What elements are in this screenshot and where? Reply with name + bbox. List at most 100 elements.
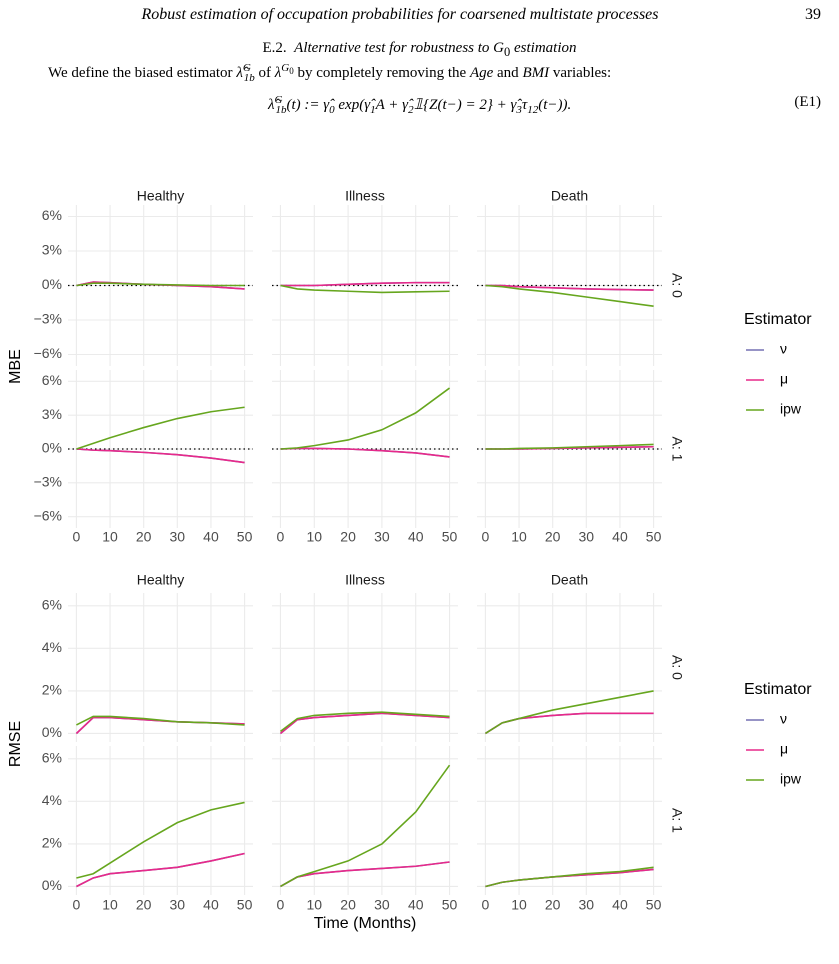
legend-label: μ xyxy=(780,741,788,757)
math: 3 xyxy=(516,104,522,116)
series-line xyxy=(485,284,654,291)
y-tick-label: −3% xyxy=(34,311,62,327)
x-tick-label: 20 xyxy=(545,897,561,913)
math: A + γ̂ xyxy=(375,97,409,113)
x-tick-label: 20 xyxy=(545,529,561,545)
math: 0 xyxy=(329,104,335,116)
series-line xyxy=(279,711,450,732)
x-tick-label: 10 xyxy=(306,529,322,545)
header-title: Robust estimation of occupation probabil… xyxy=(141,6,659,23)
section-title: Alternative test for robustness to xyxy=(294,40,490,56)
text: and xyxy=(497,65,519,81)
section-sub: 0 xyxy=(504,45,511,59)
series-line xyxy=(484,690,654,735)
legend-title: Estimator xyxy=(744,681,812,698)
page-number: 39 xyxy=(805,6,821,23)
x-tick-label: 10 xyxy=(511,529,527,545)
y-tick-label: 0% xyxy=(42,724,62,740)
text: by completely removing the xyxy=(297,65,467,81)
math: 1b xyxy=(243,72,255,84)
legend-label: ipw xyxy=(780,771,802,787)
series-line xyxy=(76,406,245,450)
series-line xyxy=(76,801,245,879)
x-tick-label: 10 xyxy=(511,897,527,913)
legend-label: μ xyxy=(780,371,788,387)
legend-label: ipw xyxy=(780,401,802,417)
y-tick-label: 6% xyxy=(42,207,62,223)
math: 12 xyxy=(527,104,539,116)
x-tick-label: 0 xyxy=(277,897,285,913)
x-tick-label: 30 xyxy=(170,529,186,545)
x-tick-label: 40 xyxy=(203,897,219,913)
y-tick-label: 3% xyxy=(42,242,62,258)
x-tick-label: 40 xyxy=(203,529,219,545)
y-axis-title: RMSE xyxy=(7,721,24,767)
math: (t−)). xyxy=(538,97,572,113)
series-line xyxy=(280,284,450,294)
x-tick-label: 10 xyxy=(102,529,118,545)
math: λ xyxy=(274,65,282,81)
x-tick-label: 50 xyxy=(646,529,662,545)
facet-title: Illness xyxy=(345,572,385,588)
y-tick-label: 2% xyxy=(42,682,62,698)
x-tick-label: 0 xyxy=(73,529,81,545)
paragraph: We define the biased estimator λ̂G1b of … xyxy=(48,62,611,84)
facet-title: Death xyxy=(551,572,588,588)
facet-title: Healthy xyxy=(137,188,184,204)
x-tick-label: 0 xyxy=(277,529,285,545)
y-tick-label: 0% xyxy=(42,276,62,292)
series-line xyxy=(485,284,654,307)
x-tick-label: 50 xyxy=(646,897,662,913)
math: (t) := γ̂ xyxy=(286,97,330,113)
x-tick-label: 30 xyxy=(579,897,595,913)
panel xyxy=(272,746,458,895)
math: λ̂ xyxy=(236,65,243,81)
x-tick-label: 50 xyxy=(237,897,253,913)
math: 1b xyxy=(275,104,287,116)
x-tick-label: 0 xyxy=(482,529,490,545)
text: BMI xyxy=(522,65,550,81)
series-line xyxy=(485,443,654,450)
series-line xyxy=(76,282,245,287)
y-tick-label: 4% xyxy=(42,639,62,655)
x-tick-label: 30 xyxy=(170,897,186,913)
x-tick-label: 20 xyxy=(136,897,152,913)
facet-title: Death xyxy=(551,188,588,204)
series-line xyxy=(280,387,451,450)
y-tick-label: −3% xyxy=(34,474,62,490)
math: 0 xyxy=(289,66,294,77)
series-line xyxy=(76,852,245,888)
strip-label: A: 0 xyxy=(669,273,685,298)
y-tick-label: 3% xyxy=(42,406,62,422)
x-tick-label: 30 xyxy=(374,529,390,545)
x-tick-label: 0 xyxy=(73,897,81,913)
strip-label: A: 1 xyxy=(669,437,685,462)
facet-title: Illness xyxy=(345,188,385,204)
x-tick-label: 40 xyxy=(408,897,424,913)
legend-title: Estimator xyxy=(744,311,812,328)
math: 2 xyxy=(408,104,414,116)
y-tick-label: 6% xyxy=(42,372,62,388)
section-number: E.2. xyxy=(262,40,287,56)
y-tick-label: 6% xyxy=(42,596,62,612)
equation: λ̂G1b(t) := γ̂0 exp(γ̂1A + γ̂2𝟙{Z(t−) = … xyxy=(268,94,571,116)
math: 𝟙{Z(t−) = 2} + γ̂ xyxy=(413,97,517,113)
math: G xyxy=(242,62,251,74)
series-line xyxy=(279,712,450,735)
y-tick-label: 0% xyxy=(42,440,62,456)
math: λ̂ xyxy=(268,97,275,113)
text: of xyxy=(258,65,272,81)
y-tick-label: −6% xyxy=(34,507,62,523)
y-tick-label: 0% xyxy=(42,877,62,893)
series-line xyxy=(280,281,450,287)
math: 1 xyxy=(370,104,376,116)
series-line xyxy=(76,715,245,726)
legend-label: ν xyxy=(780,711,787,727)
math: τ xyxy=(521,97,528,113)
series-line xyxy=(280,764,451,888)
facet-title: Healthy xyxy=(137,572,184,588)
x-tick-label: 20 xyxy=(340,897,356,913)
x-tick-label: 30 xyxy=(374,897,390,913)
